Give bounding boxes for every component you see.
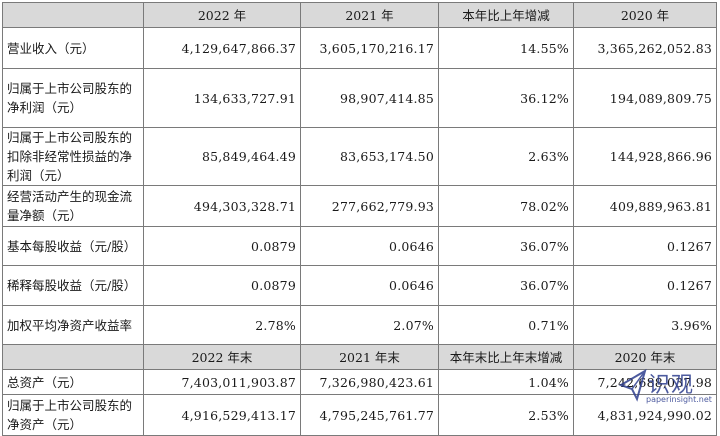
table-cell: 83,653,174.50 <box>300 127 439 186</box>
table-cell: 134,633,727.91 <box>143 68 301 128</box>
table-cell: 494,303,328.71 <box>143 185 301 227</box>
table-cell: 0.0879 <box>143 265 301 306</box>
row-label: 经营活动产生的现金流量净额（元） <box>2 185 144 227</box>
table-cell: 14.55% <box>438 27 574 69</box>
watermark-text: 识观 <box>648 373 695 398</box>
table-row: 归属于上市公司股东的扣除非经常性损益的净利润（元） 85,849,464.49 83… <box>2 127 717 186</box>
table-cell: 2.78% <box>143 305 301 345</box>
row-label: 归属于上市公司股东的净资产（元） <box>2 394 144 436</box>
table-cell: 194,089,809.75 <box>573 68 717 128</box>
table-cell: 4,795,245,761.77 <box>300 394 439 436</box>
table-cell: 4,129,647,866.37 <box>143 27 301 69</box>
table-cell: 409,889,963.81 <box>573 185 717 227</box>
watermark-url: paperinsight.net <box>646 395 712 404</box>
table-cell: 1.04% <box>438 369 574 395</box>
column-header: 2021 年末 <box>300 344 439 370</box>
table-row: 归属于上市公司股东的净资产（元） 4,916,529,413.17 4,795,24… <box>2 394 717 436</box>
table-cell: 2.63% <box>438 127 574 186</box>
paper-plane-icon <box>618 368 647 402</box>
table-cell: 0.0879 <box>143 226 301 266</box>
table-cell: 2.53% <box>438 394 574 436</box>
table-row: 营业收入（元） 4,129,647,866.37 3,605,170,216.17 1… <box>2 27 717 69</box>
table-cell: 2.07% <box>300 305 439 345</box>
table-cell: 3,605,170,216.17 <box>300 27 439 69</box>
table-cell: 0.1267 <box>573 265 717 306</box>
column-header <box>2 344 144 370</box>
row-label: 稀释每股收益（元/股） <box>2 265 144 306</box>
row-label: 归属于上市公司股东的扣除非经常性损益的净利润（元） <box>2 127 144 186</box>
table-row: 总资产（元） 7,403,011,903.87 7,326,980,423.61 1.… <box>2 369 717 395</box>
watermark-logo: 识观 paperinsight.net <box>618 365 716 411</box>
table-cell: 7,326,980,423.61 <box>300 369 439 395</box>
table-row: 归属于上市公司股东的净利润（元） 134,633,727.91 98,907,414… <box>2 68 717 128</box>
column-header <box>2 2 144 28</box>
table-cell: 3,365,262,052.83 <box>573 27 717 69</box>
row-label: 总资产（元） <box>2 369 144 395</box>
table-cell: 36.07% <box>438 265 574 306</box>
table-row: 经营活动产生的现金流量净额（元） 494,303,328.71 277,662,77… <box>2 185 717 227</box>
table-cell: 36.07% <box>438 226 574 266</box>
table-row: 基本每股收益（元/股） 0.0879 0.0646 36.07% 0.1267 <box>2 226 717 266</box>
table-header-row: 2022 年末 2021 年末 本年末比上年末增减 2020 年末 <box>2 344 717 370</box>
table-cell: 144,928,866.96 <box>573 127 717 186</box>
table-cell: 36.12% <box>438 68 574 128</box>
row-label: 营业收入（元） <box>2 27 144 69</box>
table-cell: 78.02% <box>438 185 574 227</box>
table-cell: 277,662,779.93 <box>300 185 439 227</box>
table-cell: 3.96% <box>573 305 717 345</box>
table-header-row: 2022 年 2021 年本年比上年增减 2020 年 <box>2 2 717 28</box>
row-label: 基本每股收益（元/股） <box>2 226 144 266</box>
table-cell: 0.1267 <box>573 226 717 266</box>
table-cell: 0.71% <box>438 305 574 345</box>
column-header: 2022 年 <box>143 2 301 28</box>
column-header: 本年末比上年末增减 <box>438 344 574 370</box>
column-header: 2020 年 <box>573 2 717 28</box>
table-cell: 4,916,529,413.17 <box>143 394 301 436</box>
column-header: 2021 年 <box>300 2 439 28</box>
table-cell: 0.0646 <box>300 226 439 266</box>
table-row: 稀释每股收益（元/股） 0.0879 0.0646 36.07% 0.1267 <box>2 265 717 306</box>
table-cell: 0.0646 <box>300 265 439 306</box>
table-cell: 85,849,464.49 <box>143 127 301 186</box>
table-row: 加权平均净资产收益率 2.78% 2.07% 0.71% 3.96% <box>2 305 717 345</box>
table-cell: 7,242,688,037.98 <box>573 369 717 395</box>
table-cell: 7,403,011,903.87 <box>143 369 301 395</box>
table-cell: 98,907,414.85 <box>300 68 439 128</box>
row-label: 加权平均净资产收益率 <box>2 305 144 345</box>
column-header: 本年比上年增减 <box>438 2 574 28</box>
column-header: 2020 年末 <box>573 344 717 370</box>
column-header: 2022 年末 <box>143 344 301 370</box>
row-label: 归属于上市公司股东的净利润（元） <box>2 68 144 128</box>
